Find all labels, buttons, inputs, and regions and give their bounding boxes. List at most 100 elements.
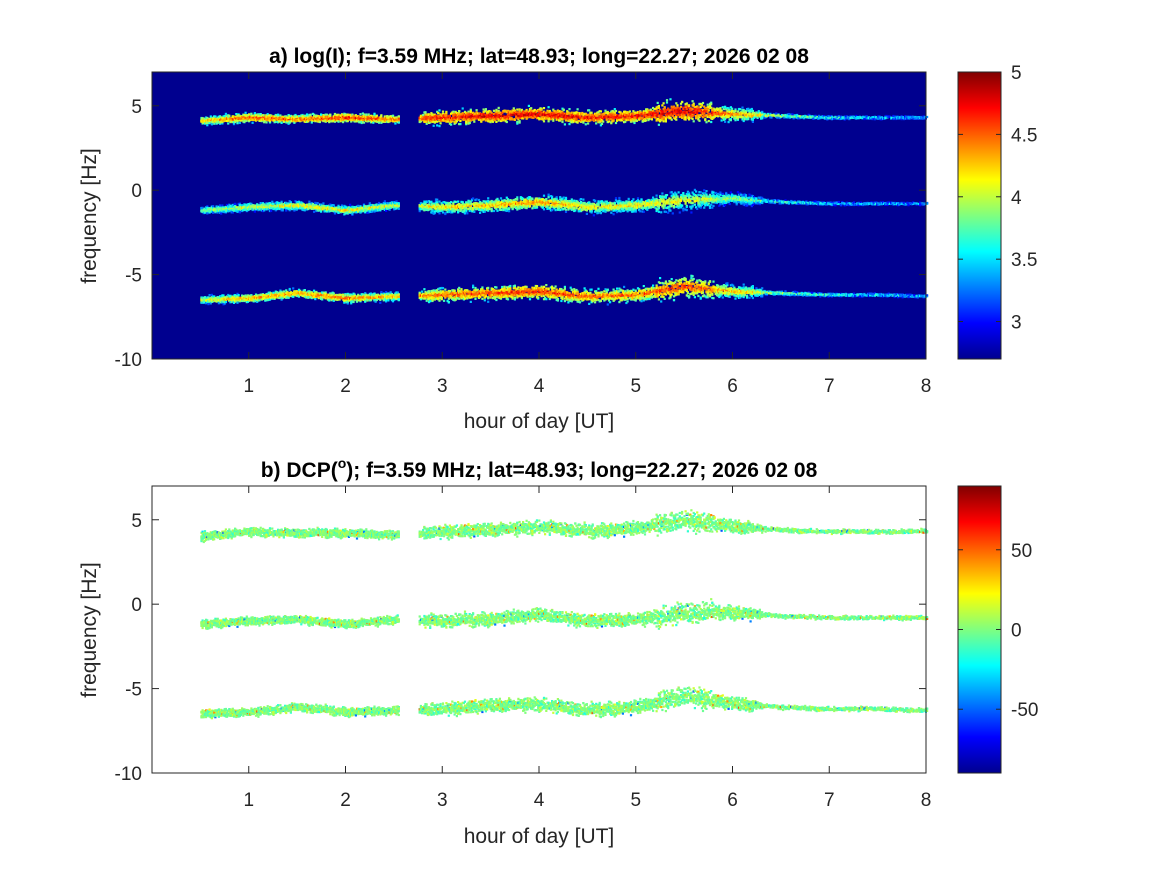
spectral-pixel (555, 117, 558, 120)
spectral-pixel (798, 115, 801, 118)
spectral-pixel (300, 118, 303, 121)
spectral-pixel (359, 120, 362, 123)
spectral-pixel (756, 116, 759, 119)
spectral-pixel (771, 114, 774, 117)
spectral-pixel (804, 115, 807, 118)
spectral-pixel (473, 120, 476, 123)
spectral-pixel (450, 120, 453, 123)
spectral-pixel (675, 116, 678, 119)
spectral-pixel (569, 113, 572, 117)
spectral-pixel (670, 118, 673, 121)
spectral-pixel (779, 115, 782, 118)
spectral-pixel (479, 113, 482, 116)
spectral-pixel (559, 115, 562, 118)
panel-a-title: a) log(I); f=3.59 MHz; lat=48.93; long=2… (269, 45, 809, 68)
spectral-pixel (252, 116, 255, 119)
spectral-pixel (234, 118, 237, 122)
spectral-pixel (482, 110, 485, 114)
spectral-pixel (566, 113, 569, 116)
spectral-pixel (302, 119, 305, 122)
spectral-pixel (329, 115, 332, 118)
spectral-pixel (646, 115, 649, 118)
spectral-pixel (798, 117, 801, 120)
spectral-pixel (576, 113, 579, 116)
spectral-pixel (570, 121, 573, 124)
spectral-pixel (219, 122, 222, 125)
spectral-pixel (682, 106, 685, 109)
spectral-pixel (448, 122, 451, 125)
spectral-pixel (202, 121, 205, 124)
spectral-pixel (374, 118, 377, 121)
spectral-pixel (206, 212, 209, 215)
spectral-pixel (731, 107, 734, 110)
spectral-pixel (436, 124, 439, 127)
spectral-pixel (427, 117, 431, 120)
spectral-pixel (208, 117, 211, 120)
spectral-pixel (385, 209, 388, 212)
spectral-pixel (700, 111, 703, 114)
spectral-pixel (743, 111, 746, 114)
spectral-pixel (696, 107, 699, 110)
spectral-pixel (491, 120, 494, 123)
spectral-pixel (621, 118, 624, 121)
spectral-pixel (699, 105, 702, 109)
spectral-pixel (591, 117, 594, 120)
spectral-pixel (496, 111, 499, 114)
spectral-pixel (253, 210, 256, 213)
spectral-pixel (458, 114, 461, 117)
spectral-pixel (544, 111, 547, 114)
spectral-pixel (488, 110, 491, 113)
spectral-pixel (324, 113, 327, 116)
spectral-pixel (600, 113, 604, 116)
spectral-pixel (214, 120, 217, 123)
spectral-pixel (708, 104, 712, 107)
spectral-pixel (538, 117, 541, 120)
spectral-pixel (729, 106, 732, 109)
spectral-pixel (747, 107, 750, 110)
spectral-pixel (329, 120, 332, 123)
spectral-pixel (234, 202, 237, 205)
spectral-pixel (492, 109, 496, 112)
spectral-pixel (439, 116, 442, 119)
spectral-pixel (475, 114, 478, 117)
spectral-pixel (318, 116, 321, 119)
spectral-pixel (208, 122, 211, 125)
spectral-pixel (497, 106, 500, 109)
spectral-pixel (725, 111, 728, 114)
spectral-pixel (655, 114, 658, 117)
spectral-pixel (699, 113, 702, 117)
spectral-pixel (386, 120, 389, 123)
spectral-pixel (670, 108, 673, 111)
spectral-pixel (254, 115, 258, 118)
spectral-pixel (501, 111, 504, 115)
spectral-pixel (467, 116, 470, 119)
spectral-pixel (229, 118, 232, 121)
spectral-pixel (440, 119, 443, 122)
spectral-pixel (770, 114, 773, 117)
spectral-pixel (566, 110, 569, 113)
spectral-pixel (463, 116, 467, 119)
spectral-pixel (235, 117, 238, 120)
spectral-pixel (383, 119, 386, 122)
spectral-pixel (734, 116, 737, 119)
spectral-pixel (425, 113, 428, 116)
spectral-pixel (585, 118, 588, 121)
spectral-pixel (460, 115, 463, 118)
spectral-pixel (634, 119, 637, 122)
spectral-pixel (724, 105, 727, 108)
spectral-pixel (761, 114, 764, 117)
spectral-pixel (656, 101, 659, 104)
spectral-pixel (806, 115, 809, 118)
spectral-pixel (665, 99, 669, 102)
spectral-pixel (391, 120, 395, 123)
spectral-pixel (357, 115, 360, 118)
spectral-pixel (675, 118, 678, 121)
spectral-pixel (564, 115, 568, 118)
spectral-pixel (454, 114, 457, 117)
spectral-pixel (446, 118, 449, 122)
spectral-pixel (315, 114, 318, 117)
spectral-pixel (661, 118, 664, 121)
spectral-pixel (613, 108, 616, 111)
spectral-pixel (481, 115, 484, 118)
